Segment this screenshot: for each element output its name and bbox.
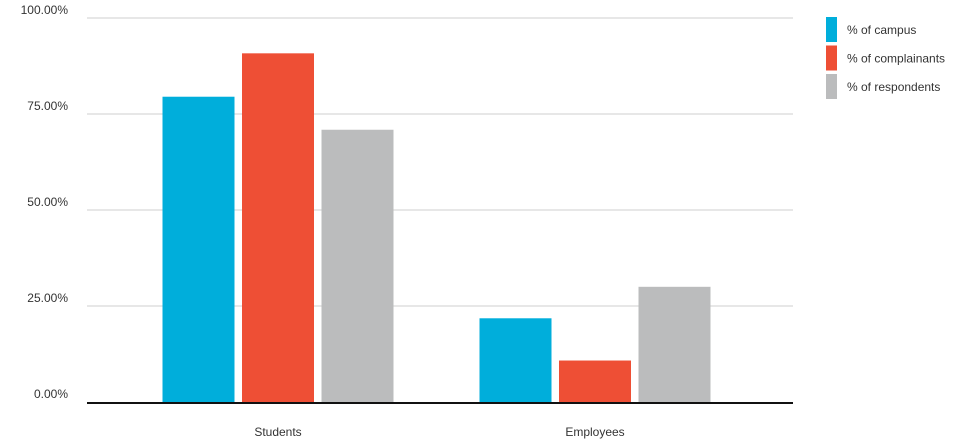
y-tick-label: 100.00% [21,3,69,17]
bars [162,53,711,403]
bar-students-1 [242,53,314,403]
x-axis: Students Employees [254,425,624,439]
legend-label: % of complainants [847,52,945,66]
legend-label: % of respondents [847,80,940,94]
bar-employees-0 [479,318,552,403]
y-tick-label: 25.00% [27,291,68,305]
legend: % of campus % of complainants % of respond… [826,17,945,99]
legend-label: % of campus [847,23,916,37]
y-axis: 0.00% 25.00% 50.00% 75.00% 100.00% [21,3,69,401]
legend-swatch [826,74,837,99]
y-tick-label: 50.00% [27,195,68,209]
legend-swatch [826,45,837,71]
bar-students-0 [162,96,235,403]
x-category-label: Employees [565,425,624,439]
y-tick-label: 75.00% [27,99,68,113]
bar-students-2 [321,129,394,403]
legend-swatch [826,17,837,42]
bar-employees-1 [559,360,631,403]
bar-employees-2 [638,286,711,403]
x-category-label: Students [254,425,301,439]
y-tick-label: 0.00% [34,387,68,401]
